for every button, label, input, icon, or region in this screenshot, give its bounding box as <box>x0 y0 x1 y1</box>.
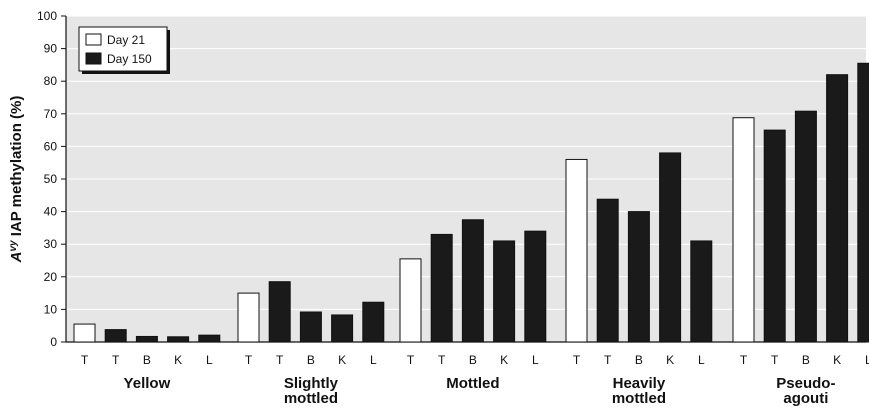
legend-label: Day 21 <box>107 33 145 47</box>
bar-day150 <box>199 335 220 342</box>
bar-day150 <box>363 302 384 342</box>
bar-day150 <box>136 336 157 342</box>
x-tick-label: L <box>206 353 213 367</box>
x-tick-label: L <box>370 353 377 367</box>
y-tick-label: 60 <box>44 139 58 153</box>
y-tick-label: 30 <box>44 237 58 251</box>
y-tick-label: 20 <box>44 270 58 284</box>
y-tick-label: 100 <box>37 9 57 23</box>
x-tick-label: T <box>740 353 748 367</box>
legend-swatch <box>86 34 101 45</box>
legend-swatch <box>86 53 101 64</box>
bar-day150 <box>494 241 515 342</box>
bar-day150 <box>691 241 712 342</box>
bar-day150 <box>628 212 649 342</box>
bar-day150 <box>105 330 126 342</box>
x-tick-label: B <box>143 353 151 367</box>
y-tick-label: 90 <box>44 42 58 56</box>
y-tick-label: 40 <box>44 205 58 219</box>
x-tick-label: T <box>604 353 612 367</box>
bar-day21 <box>400 259 421 342</box>
x-tick-label: B <box>469 353 477 367</box>
y-axis-label-italic: A <box>8 252 25 264</box>
x-tick-label: L <box>698 353 705 367</box>
bar-day150 <box>795 111 816 342</box>
x-tick-label: T <box>438 353 446 367</box>
x-tick-label: T <box>771 353 779 367</box>
bar-day150 <box>858 63 869 342</box>
y-tick-label: 0 <box>50 335 57 349</box>
x-tick-label: T <box>573 353 581 367</box>
x-tick-label: K <box>338 353 346 367</box>
group-label: Yellow <box>124 375 171 392</box>
x-tick-label: K <box>666 353 674 367</box>
bar-day150 <box>431 234 452 342</box>
x-tick-label: K <box>174 353 182 367</box>
group-label: mottled <box>284 390 338 407</box>
x-tick-label: K <box>500 353 508 367</box>
bar-day21 <box>566 159 587 342</box>
group-label: agouti <box>783 390 828 407</box>
bar-day21 <box>733 118 754 342</box>
bar-day150 <box>525 231 546 342</box>
bar-day21 <box>74 324 95 342</box>
bar-day150 <box>269 282 290 342</box>
x-tick-label: K <box>833 353 841 367</box>
x-tick-label: T <box>245 353 253 367</box>
y-axis-label-text: IAP methylation (%) <box>8 96 25 241</box>
y-tick-label: 80 <box>44 74 58 88</box>
x-tick-label: T <box>81 353 89 367</box>
y-tick-label: 10 <box>44 302 58 316</box>
bar-day150 <box>597 199 618 342</box>
x-tick-label: B <box>802 353 810 367</box>
y-tick-label: 70 <box>44 107 58 121</box>
x-tick-label: L <box>532 353 539 367</box>
bar-day21 <box>238 293 259 342</box>
x-tick-label: T <box>276 353 284 367</box>
bar-day150 <box>827 75 848 342</box>
bar-day150 <box>764 130 785 342</box>
y-axis-label: Avy IAP methylation (%) <box>8 96 25 264</box>
group-label: mottled <box>612 390 666 407</box>
bar-day150 <box>660 153 681 342</box>
bar-day150 <box>332 315 353 342</box>
legend-label: Day 150 <box>107 52 152 66</box>
y-tick-label: 50 <box>44 172 58 186</box>
bar-day150 <box>300 312 321 342</box>
y-axis-label-superscript: vy <box>8 240 19 252</box>
x-tick-label: L <box>865 353 869 367</box>
x-tick-label: B <box>307 353 315 367</box>
group-label: Mottled <box>446 375 499 392</box>
bar-day150 <box>462 220 483 342</box>
x-tick-label: T <box>112 353 120 367</box>
bar-day150 <box>168 337 189 342</box>
x-tick-label: B <box>635 353 643 367</box>
x-tick-label: T <box>407 353 415 367</box>
